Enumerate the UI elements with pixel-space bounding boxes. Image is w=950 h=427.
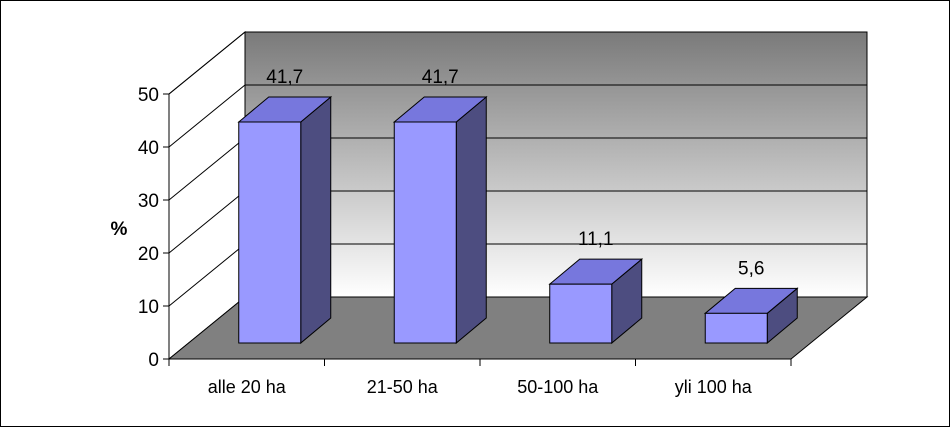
bar-side	[455, 95, 487, 345]
data-label: 41,7	[422, 67, 459, 88]
y-tick-label: 30	[138, 191, 159, 212]
x-category-label: yli 100 ha	[675, 377, 753, 397]
y-tick-label: 50	[138, 85, 159, 106]
y-tick-label: 10	[138, 297, 159, 318]
data-label: 11,1	[578, 229, 614, 250]
bar	[237, 95, 333, 345]
x-category-label: 50-100 ha	[517, 377, 599, 397]
x-category-label: alle 20 ha	[208, 377, 287, 397]
bar-front	[549, 283, 613, 344]
data-label: 5,6	[738, 258, 764, 279]
bar-front	[704, 312, 768, 344]
y-tick-label: 40	[138, 138, 159, 159]
back-wall	[244, 31, 868, 298]
data-label: 41,7	[266, 67, 303, 88]
x-category-label: 21-50 ha	[367, 377, 439, 397]
y-tick-label: 0	[148, 350, 159, 371]
bar	[392, 95, 488, 345]
bar	[703, 287, 799, 345]
gridline	[168, 84, 867, 148]
gridline	[168, 31, 867, 95]
bar	[548, 258, 644, 345]
bar-front	[393, 121, 457, 344]
bar-side	[300, 95, 332, 345]
bar-front	[238, 121, 302, 344]
y-tick-label: 20	[138, 244, 159, 265]
y-axis-label: %	[111, 219, 128, 240]
